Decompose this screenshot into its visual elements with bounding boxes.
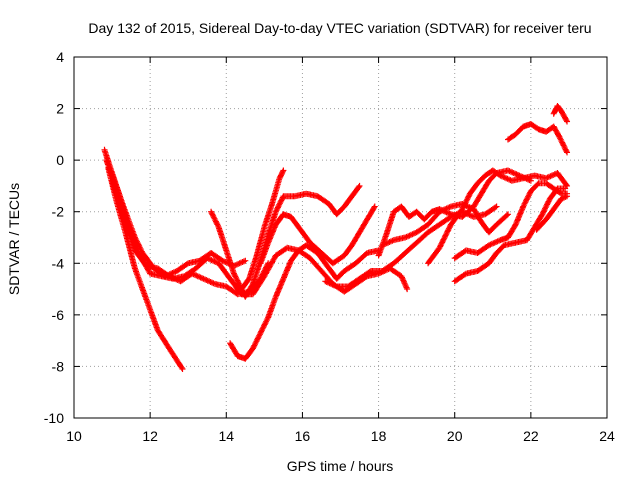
series-markers: [425, 167, 571, 267]
series-markers: [451, 185, 569, 285]
x-tick-label: 24: [599, 428, 615, 444]
series-trace-7: [227, 242, 382, 362]
series-trace-14: [451, 185, 569, 285]
series-trace-12: [425, 167, 571, 267]
series-markers: [533, 193, 571, 233]
series-markers: [208, 167, 287, 293]
x-tick-label: 10: [66, 428, 82, 444]
x-tick-label: 20: [447, 428, 463, 444]
y-tick-label: -6: [52, 307, 65, 323]
series-trace-6: [234, 182, 363, 300]
series-markers: [451, 180, 571, 262]
x-axis-label: GPS time / hours: [287, 458, 394, 474]
series-markers: [257, 203, 378, 267]
y-tick-label: -2: [52, 204, 65, 220]
series-markers: [227, 242, 382, 362]
x-tick-label: 16: [295, 428, 311, 444]
x-tick-label: 18: [371, 428, 387, 444]
series-trace-17: [550, 103, 571, 125]
y-tick-label: -10: [44, 410, 64, 426]
y-tick-label: 0: [56, 152, 64, 168]
y-tick-label: -4: [52, 255, 65, 271]
chart-title: Day 132 of 2015, Sidereal Day-to-day VTE…: [88, 20, 591, 36]
series-trace-15: [505, 121, 571, 156]
x-tick-label: 14: [218, 428, 234, 444]
series-markers: [505, 121, 571, 156]
series-markers: [550, 103, 571, 125]
x-tick-label: 22: [523, 428, 539, 444]
series-trace-8: [257, 203, 378, 267]
series-trace-13: [451, 180, 571, 262]
plot-frame: [73, 56, 608, 419]
data-series: [101, 103, 571, 373]
y-axis-label: SDTVAR / TECUs: [6, 183, 22, 295]
series-markers: [234, 182, 363, 300]
series-trace-16: [533, 193, 571, 233]
series-trace-5: [208, 167, 287, 293]
y-tick-label: -8: [52, 358, 65, 374]
x-tick-label: 12: [142, 428, 158, 444]
y-tick-label: 4: [56, 49, 64, 65]
y-tick-label: 2: [56, 101, 64, 117]
